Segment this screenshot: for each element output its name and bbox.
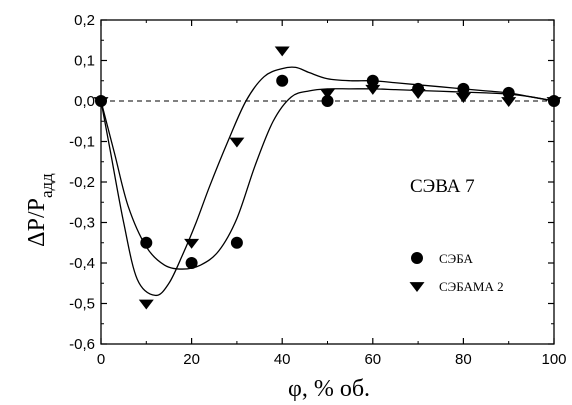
annotation-label: СЭВА 7 (410, 176, 475, 197)
legend: СЭБА СЭБАМА 2 (410, 251, 504, 294)
legend-marker-series-2 (410, 282, 425, 292)
point-series-1 (231, 237, 243, 249)
fit-curve-series-1 (101, 89, 554, 269)
point-series-2 (139, 300, 154, 310)
point-series-2 (275, 46, 290, 56)
x-tick-label: 20 (183, 351, 200, 368)
y-tick-label: 0,1 (74, 53, 95, 70)
point-series-2 (411, 89, 426, 99)
x-tick-label: 0 (97, 351, 105, 368)
legend-marker-series-1 (411, 252, 423, 264)
data-points (94, 46, 562, 309)
point-series-2 (320, 89, 335, 99)
y-axis-title-subscript: адд (37, 173, 56, 198)
point-series-2 (456, 93, 471, 103)
point-series-1 (186, 257, 198, 269)
y-tick-label: -0,4 (69, 255, 95, 272)
x-axis-title: φ, % об. (288, 376, 370, 402)
y-tick-label: -0,2 (69, 174, 95, 191)
x-tick-label: 80 (455, 351, 472, 368)
y-tick-label: 0,0 (74, 93, 95, 110)
x-tick-label: 100 (541, 351, 566, 368)
y-axis-title-main: ΔP/P (24, 198, 50, 247)
y-axis-title: ΔP/Pадд (24, 173, 56, 247)
legend-label-series-1: СЭБА (439, 251, 474, 266)
y-tick-label: -0,1 (69, 134, 95, 151)
legend-label-series-2: СЭБАМА 2 (439, 279, 504, 294)
plot-border (101, 20, 554, 344)
plot-frame (101, 20, 554, 344)
point-series-2 (365, 85, 380, 95)
y-tick-label: -0,5 (69, 296, 95, 313)
y-tick-label: 0,2 (74, 12, 95, 29)
point-series-1 (140, 237, 152, 249)
point-series-1 (276, 75, 288, 87)
y-tick-label: -0,6 (69, 336, 95, 353)
point-series-2 (501, 97, 516, 107)
point-series-2 (229, 138, 244, 148)
x-tick-label: 40 (274, 351, 291, 368)
x-tick-label: 60 (364, 351, 381, 368)
axis-ticks: 0 20 40 60 80 100 -0,6 -0,5 -0,4 -0,3 -0,2 -0,1 0,0 0… (69, 12, 566, 368)
y-tick-label: -0,3 (69, 215, 95, 232)
svg-text:ΔP/Pадд: ΔP/Pадд (24, 173, 56, 247)
